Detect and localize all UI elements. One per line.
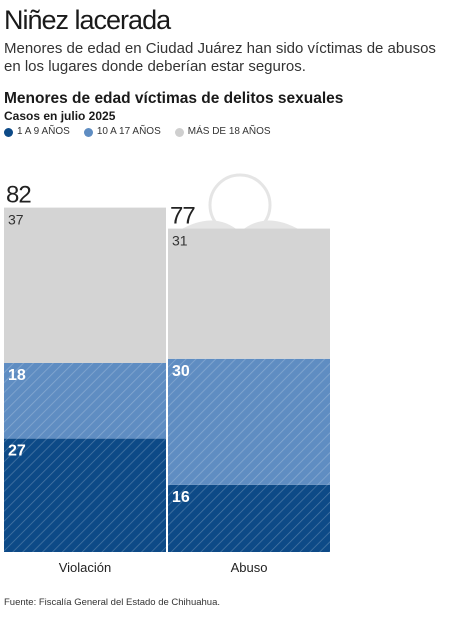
chart-bars: 27 18 37 82 Violación 16 30 31 77 Abuso xyxy=(4,182,330,575)
legend-swatch-18-plus xyxy=(174,127,184,137)
segment-value-label: 27 xyxy=(8,443,26,460)
bar-segment-hatch xyxy=(168,358,330,485)
source-note: Fuente: Fiscalía General del Estado de C… xyxy=(4,597,220,608)
segment-value-label: 30 xyxy=(172,363,190,380)
chart-legend: 1 A 9 AÑOS 10 A 17 AÑOS MÁS DE 18 AÑOS xyxy=(4,126,271,138)
segment-value-label: 16 xyxy=(172,489,190,506)
bar-segment xyxy=(4,207,166,363)
page-deck: Menores de edad en Ciudad Juárez han sid… xyxy=(4,40,436,75)
page-title: Niñez lacerada xyxy=(4,5,171,35)
segment-value-label: 37 xyxy=(8,212,24,228)
bar-segment-hatch xyxy=(4,363,166,439)
chart-subtitle: Casos en julio 2025 xyxy=(4,109,116,123)
legend-label-1-9: 1 A 9 AÑOS xyxy=(17,126,70,137)
legend-label-18-plus: MÁS DE 18 AÑOS xyxy=(187,126,271,137)
legend-swatch-1-9 xyxy=(4,127,13,137)
chart-title: Menores de edad víctimas de delitos sexu… xyxy=(4,90,344,107)
category-label: Abuso xyxy=(231,560,268,575)
segment-value-label: 18 xyxy=(8,367,26,384)
segment-value-label: 31 xyxy=(172,233,188,249)
legend-item-10-17: 10 A 17 AÑOS xyxy=(83,126,161,138)
legend-item-18-plus: MÁS DE 18 AÑOS xyxy=(174,126,271,138)
bar-total-label: 82 xyxy=(6,182,31,209)
bar-segment xyxy=(168,228,330,359)
category-label: Violación xyxy=(59,560,112,575)
legend-label-10-17: 10 A 17 AÑOS xyxy=(96,126,161,137)
bar-segment-hatch xyxy=(168,484,330,552)
legend-swatch-10-17 xyxy=(83,127,93,137)
legend-item-1-9: 1 A 9 AÑOS xyxy=(4,126,70,138)
bar-total-label: 77 xyxy=(170,203,195,230)
bar-segment-hatch xyxy=(4,438,166,552)
